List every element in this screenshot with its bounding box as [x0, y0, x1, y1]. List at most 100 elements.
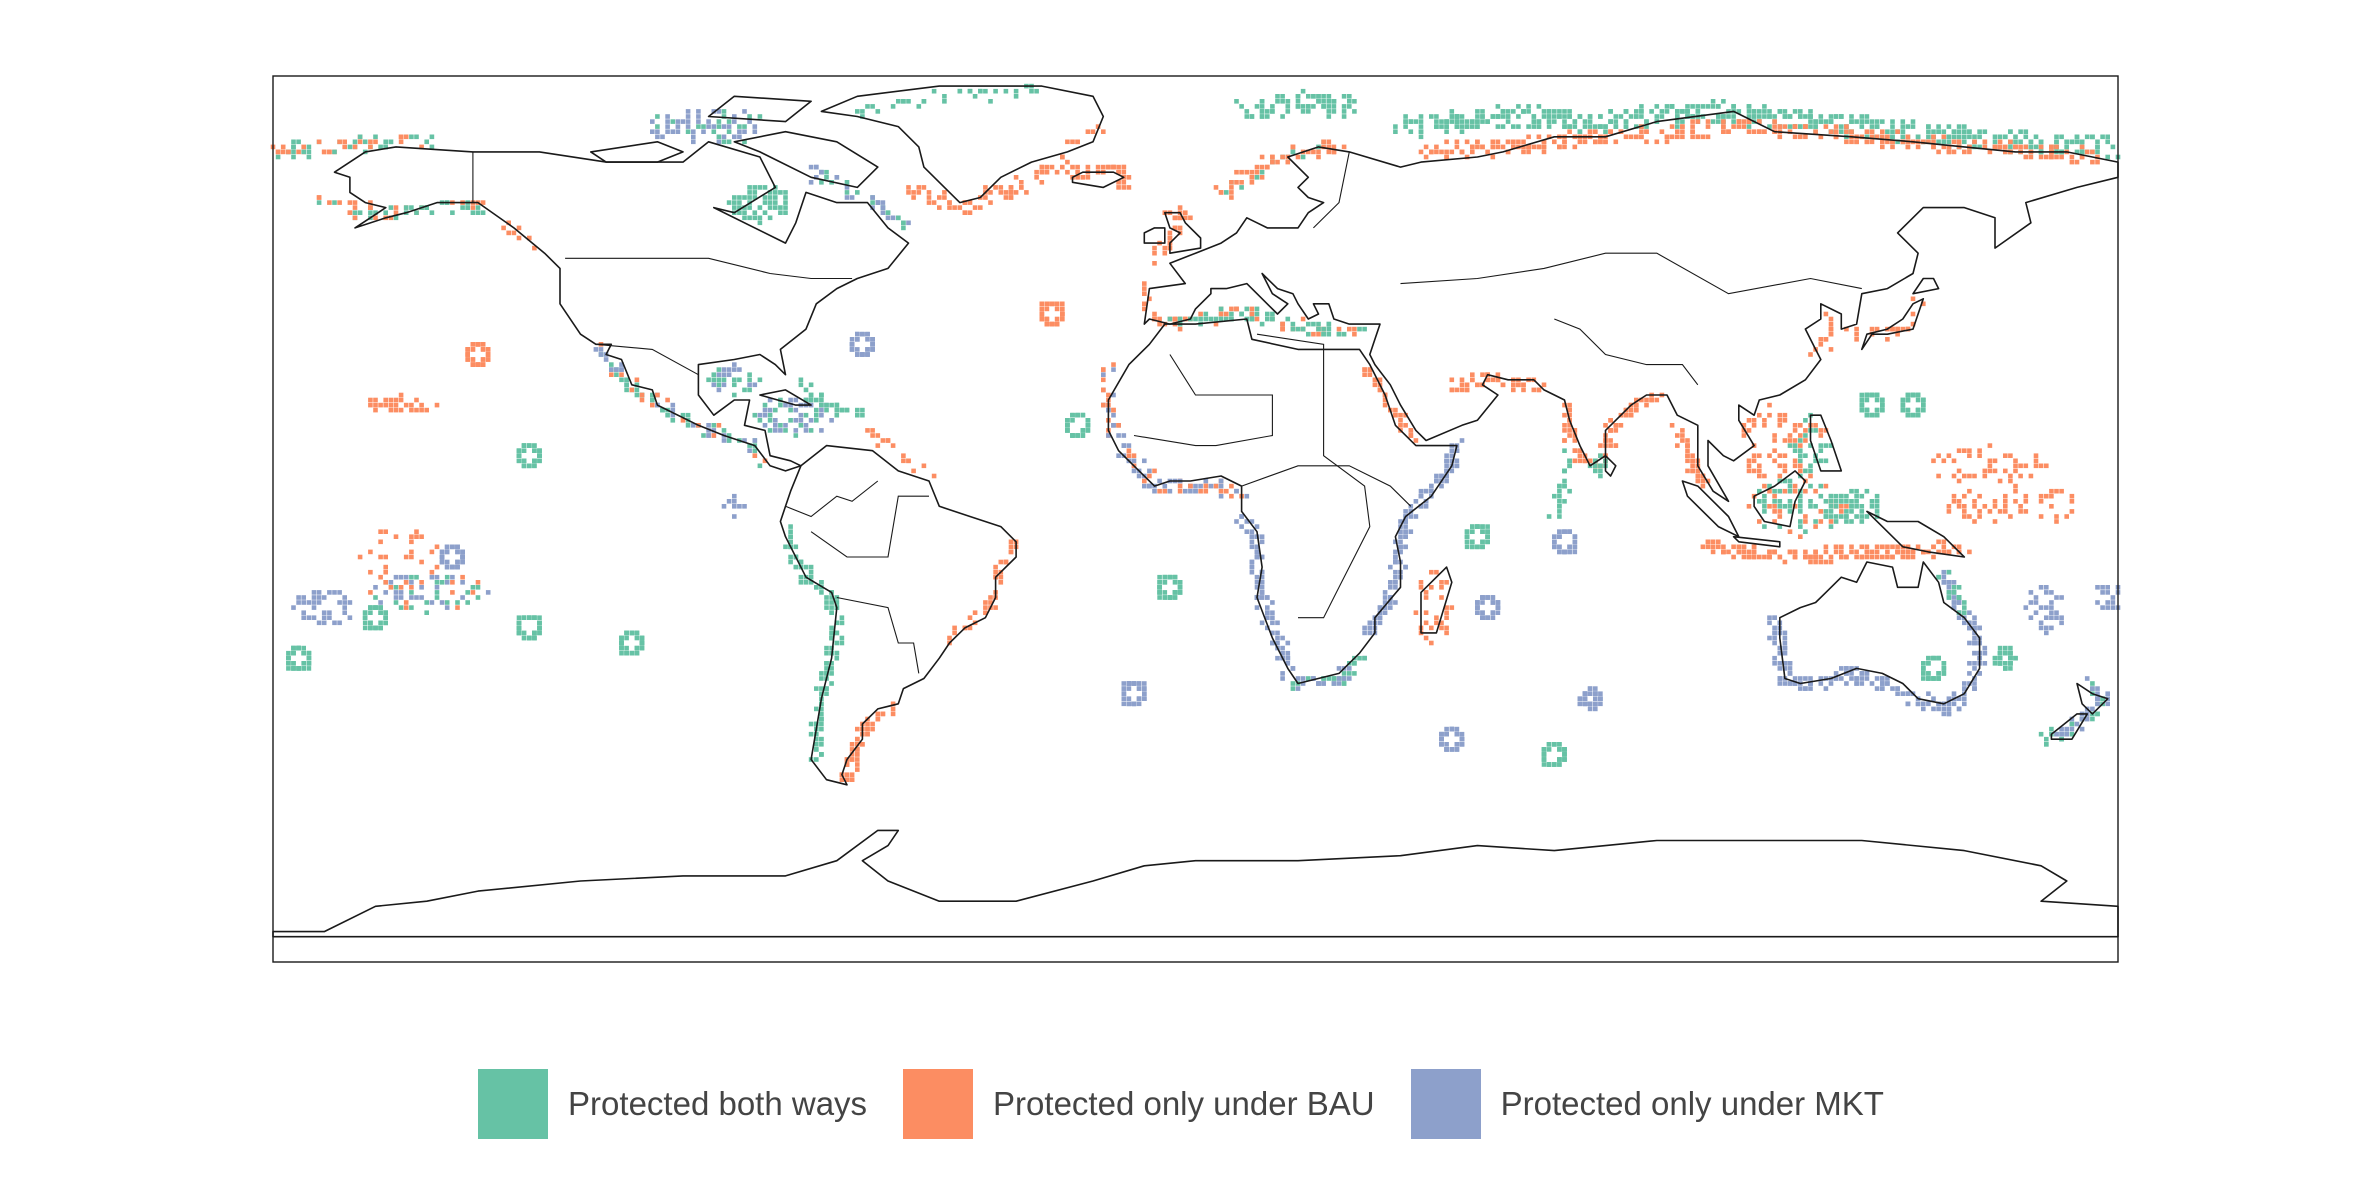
protected-cell-both: [819, 691, 824, 696]
protected-cell-both: [967, 88, 973, 94]
protected-cell-bau: [1644, 129, 1649, 134]
protected-cell-bau: [511, 230, 517, 236]
protected-cell-both: [1798, 504, 1803, 509]
protected-cell-both: [639, 640, 645, 646]
protected-cell-both: [1439, 119, 1444, 124]
protected-cell-both: [942, 99, 947, 104]
protected-cell-mkt: [1782, 661, 1788, 666]
protected-cell-mkt: [1449, 726, 1455, 732]
protected-cell-both: [527, 463, 532, 469]
protected-cell-both: [1531, 114, 1537, 119]
protected-cell-bau: [1818, 428, 1824, 433]
protected-cell-mkt: [880, 210, 886, 215]
protected-cell-both: [1157, 580, 1162, 585]
protected-cell-both: [1654, 114, 1660, 119]
protected-cell-both: [1936, 676, 1941, 681]
protected-cell-bau: [2049, 504, 2054, 509]
protected-cell-bau: [1434, 615, 1439, 620]
protected-cell-mkt: [865, 331, 870, 337]
protected-cell-bau: [1915, 544, 1921, 550]
protected-cell-mkt: [1126, 681, 1132, 686]
protected-cell-bau: [1813, 559, 1818, 565]
protected-cell-both: [1265, 311, 1270, 317]
protected-cell-both: [2100, 134, 2105, 140]
protected-cell-both: [1915, 397, 1921, 403]
protected-cell-bau: [1921, 301, 1926, 307]
protected-cell-bau: [1849, 139, 1854, 145]
protected-cell-both: [1234, 99, 1239, 104]
protected-cell-bau: [1710, 549, 1716, 555]
protected-cell-both: [1956, 585, 1962, 590]
protected-cell-both: [798, 559, 804, 565]
protected-cell-both: [747, 215, 752, 221]
protected-cell-mkt: [819, 428, 824, 433]
protected-cell-bau: [1177, 488, 1183, 494]
protected-cell-both: [1977, 144, 1982, 150]
protected-cell-bau: [639, 392, 645, 398]
protected-cell-both: [839, 635, 845, 641]
protected-cell-both: [1787, 483, 1793, 489]
protected-cell-bau: [1782, 438, 1788, 443]
protected-cell-mkt: [1147, 483, 1152, 489]
protected-cell-both: [814, 585, 819, 590]
protected-cell-mkt: [1849, 671, 1854, 676]
protected-cell-bau: [1757, 473, 1762, 479]
protected-cell-both: [701, 124, 706, 129]
protected-cell-mkt: [1454, 726, 1460, 732]
protected-cell-mkt: [1972, 681, 1977, 686]
legend-swatch-mkt: [1410, 1069, 1481, 1139]
protected-cell-bau: [1162, 245, 1168, 251]
protected-cell-both: [291, 149, 296, 155]
protected-cell-mkt: [1480, 615, 1485, 620]
protected-cell-bau: [849, 772, 855, 777]
protected-cell-bau: [1762, 554, 1767, 560]
protected-cell-both: [1582, 119, 1588, 124]
protected-cell-both: [1859, 397, 1865, 403]
protected-cell-bau: [1613, 443, 1619, 448]
protected-cell-both: [1936, 655, 1941, 661]
protected-cell-both: [521, 615, 527, 620]
protected-cell-bau: [1992, 458, 1998, 464]
protected-cell-mkt: [1557, 529, 1562, 534]
protected-cell-mkt: [1552, 539, 1557, 545]
protected-cell-bau: [383, 569, 388, 575]
protected-cell-bau: [1157, 488, 1162, 494]
protected-cell-bau: [2038, 514, 2044, 519]
protected-cell-both: [2003, 645, 2008, 651]
protected-cell-bau: [1480, 144, 1485, 150]
protected-cell-both: [1854, 504, 1859, 509]
protected-cell-mkt: [2049, 590, 2054, 595]
protected-cell-bau: [1121, 169, 1127, 175]
protected-cell-both: [793, 564, 799, 570]
protected-cell-bau: [1034, 169, 1039, 175]
protected-cell-both: [716, 134, 722, 140]
protected-cell-both: [1977, 129, 1982, 134]
protected-cell-bau: [2044, 493, 2049, 499]
protected-cell-bau: [1946, 549, 1952, 555]
protected-cell-both: [521, 448, 527, 453]
protected-cell-bau: [1946, 144, 1952, 150]
protected-cell-bau: [1680, 433, 1685, 438]
protected-cell-bau: [1777, 514, 1783, 519]
protected-cell-bau: [2028, 154, 2034, 160]
protected-cell-both: [1167, 595, 1173, 600]
protected-cell-bau: [1690, 134, 1695, 140]
protected-cell-mkt: [670, 412, 676, 418]
protected-cell-bau: [947, 205, 952, 210]
protected-cell-bau: [1931, 144, 1936, 150]
protected-cell-both: [1326, 109, 1332, 114]
protected-cell-both: [1085, 418, 1091, 423]
protected-cell-both: [1962, 129, 1967, 134]
protected-cell-bau: [1126, 448, 1132, 453]
protected-cell-both: [834, 600, 840, 605]
protected-cell-both: [1956, 134, 1962, 140]
protected-cell-mkt: [1459, 438, 1465, 443]
protected-cell-bau: [906, 190, 911, 195]
protected-cell-mkt: [2100, 590, 2105, 595]
protected-cell-both: [1393, 124, 1398, 129]
protected-cell-both: [1259, 104, 1265, 109]
protected-cell-mkt: [1449, 468, 1455, 474]
protected-cell-bau: [470, 205, 476, 210]
protected-cell-both: [1546, 514, 1552, 519]
protected-cell-both: [2090, 716, 2095, 722]
